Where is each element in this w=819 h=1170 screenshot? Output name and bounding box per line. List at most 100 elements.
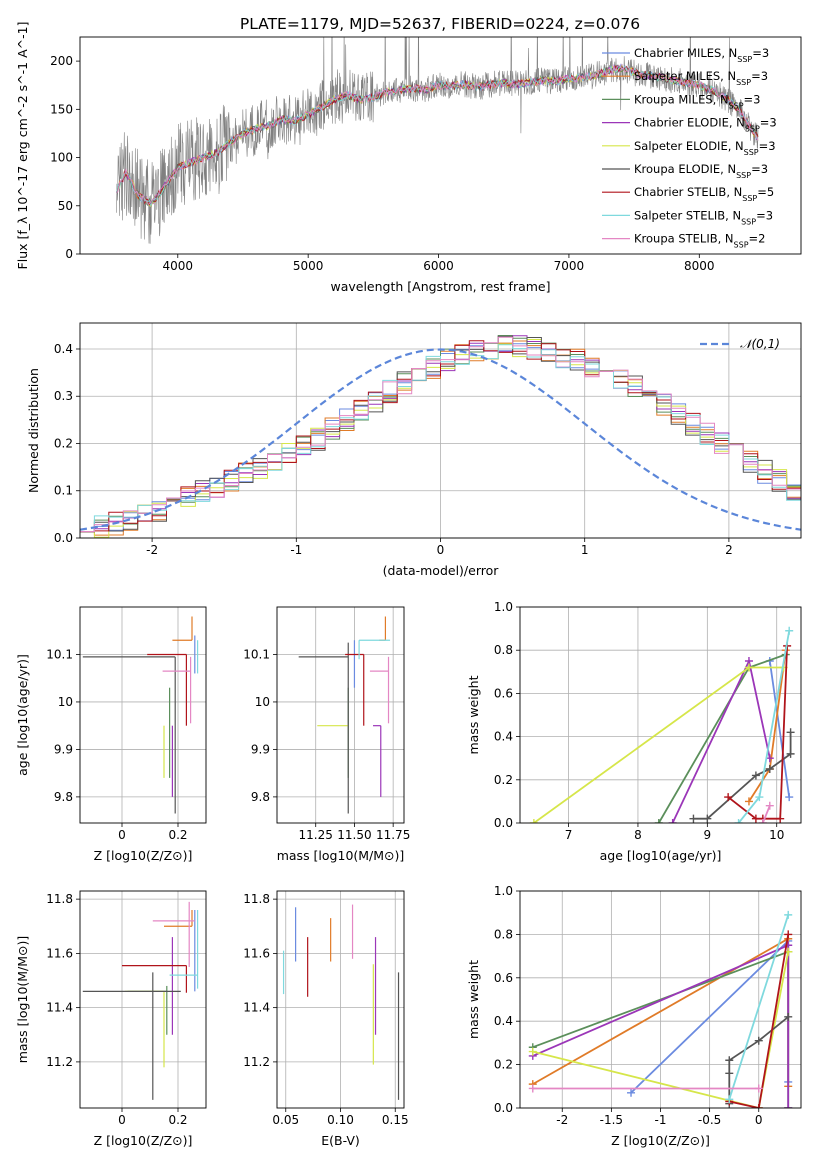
mass-weight-vs-age-ylabel: mass weight — [466, 675, 481, 754]
age-vs-mass-xtick-label: 11.75 — [376, 828, 410, 842]
residuals-panel: -2 -1 0 1 2 0.0 0.1 0.2 0.3 0.4 (data-model)/error… — [26, 322, 802, 578]
age-vs-mass-xlabel: mass [log10(M/M⊙)] — [277, 848, 405, 863]
age-vs-metallicity-ytick-label: 10.1 — [46, 647, 73, 661]
age-vs-mass-xtick-label: 11.25 — [299, 828, 333, 842]
residuals-ytick-label: 0.0 — [54, 531, 73, 545]
mass-weight-vs-age-series-marker-6 — [751, 814, 760, 823]
mass-vs-metallicity-panel: 0 0.2 11.2 11.4 11.6 11.8 Z [log10(Z/Z⊙)] mass … — [15, 890, 207, 1148]
mass-weight-vs-metallicity-series-line-7 — [728, 914, 790, 1100]
mass-vs-metallicity-ytick-label: 11.6 — [46, 946, 73, 960]
mass-weight-vs-age-panel: 7 8 9 10 0.0 0.2 0.4 0.6 0.8 1.0 age [log10(age/yr… — [466, 600, 802, 863]
mass-weight-vs-age-ytick-label: 0.8 — [494, 643, 513, 657]
mass-vs-metallicity-plot-area — [82, 901, 199, 1100]
mass-weight-vs-metallicity-xtick-label: -1 — [655, 1113, 667, 1127]
age-vs-metallicity-xtick-label: 0.2 — [168, 828, 187, 842]
residual-histogram-8 — [80, 336, 801, 532]
mass-weight-vs-age-series-marker-2 — [654, 819, 663, 823]
spectrum-ytick-label: 50 — [58, 199, 73, 213]
mass-vs-metallicity-grid — [80, 891, 206, 1108]
mass-vs-extinction-frame — [276, 890, 405, 1109]
mass-weight-vs-metallicity-series-marker-3 — [784, 1104, 793, 1108]
age-vs-metallicity-grid — [80, 607, 206, 823]
mass-vs-metallicity-xtick-label: 0.2 — [168, 1113, 187, 1127]
mass-vs-extinction-ytick-label: 11.4 — [243, 1001, 270, 1015]
age-vs-metallicity-panel: 0 0.2 9.8 9.9 10 10.1 Z [log10(Z/Z⊙)] age [log1… — [15, 606, 207, 863]
spectrum-ytick-label: 100 — [50, 151, 73, 165]
mass-weight-vs-age-series-marker-6 — [776, 814, 785, 823]
age-vs-metallicity-plot-area — [82, 616, 199, 814]
mass-weight-vs-metallicity-xlabel: Z [log10(Z/Z⊙)] — [611, 1133, 710, 1148]
age-vs-mass-ticks: 11.25 11.50 11.75 9.8 9.9 10 10.1 — [243, 647, 410, 842]
mass-vs-extinction-xlabel: E(B-V) — [321, 1133, 360, 1148]
mass-weight-vs-age-ytick-label: 0.0 — [494, 816, 513, 830]
age-vs-metallicity-ylabel: age [log10(age/yr)] — [15, 654, 30, 776]
mass-weight-vs-metallicity-plot-area — [528, 910, 793, 1108]
spectrum-plot-area — [116, 37, 759, 244]
mass-weight-vs-age-xlabel: age [log10(age/yr)] — [600, 848, 722, 863]
spectrum-ylabel: Flux [f_λ 10^-17 erg cm^-2 s^-1 A^-1] — [15, 22, 30, 270]
mass-weight-vs-age-series-marker-6 — [724, 793, 733, 802]
mass-vs-metallicity-xtick-label: 0 — [118, 1113, 126, 1127]
spectrum-xtick-label: 6000 — [423, 259, 454, 273]
legend-subscript: SSP — [741, 217, 756, 226]
legend-subscript: SSP — [729, 101, 744, 110]
mass-weight-vs-age-plot-area — [529, 626, 795, 823]
residuals-ytick-label: 0.2 — [54, 436, 73, 450]
mass-vs-extinction-ytick-label: 11.8 — [243, 892, 270, 906]
spectrum-panel: 4000 5000 6000 7000 8000 0 50 100 150 200 waveleng… — [15, 22, 802, 294]
mass-weight-vs-age-series-line-0 — [768, 660, 791, 798]
mass-weight-vs-metallicity-ytick-label: 0.2 — [494, 1058, 513, 1072]
mass-vs-extinction-ticks: 0.05 0.10 0.15 11.2 11.4 11.6 11.8 — [243, 892, 408, 1127]
observed-spectrum-line — [116, 37, 759, 244]
residual-histogram-6 — [80, 340, 801, 533]
age-vs-mass-ytick-label: 10.1 — [243, 647, 270, 661]
legend-entry-8: Kroupa STELIB, NSSP=2 — [634, 232, 765, 250]
mass-vs-extinction-ytick-label: 11.2 — [243, 1055, 270, 1069]
mass-weight-vs-metallicity-ticks: -2 -1.5 -1 -0.5 0 0.0 0.2 0.4 0.6 0.8 1.0 — [494, 884, 763, 1127]
mass-vs-metallicity-ylabel: mass [log10(M/M⊙)] — [15, 936, 30, 1064]
mass-weight-vs-metallicity-series-marker-6 — [784, 930, 793, 939]
spectrum-ytick-label: 150 — [50, 102, 73, 116]
mass-weight-vs-metallicity-ylabel: mass weight — [466, 960, 481, 1039]
residuals-ticks: -2 -1 0 1 2 0.0 0.1 0.2 0.3 0.4 — [54, 342, 733, 557]
mass-vs-metallicity-ticks: 0 0.2 11.2 11.4 11.6 11.8 — [46, 892, 187, 1127]
normal-legend-label: 𝒩(0,1) — [740, 337, 780, 351]
mass-weight-vs-metallicity-series-marker-0 — [627, 1088, 636, 1097]
mass-weight-vs-age-series-marker-5 — [703, 814, 712, 823]
mass-weight-vs-age-series-marker-3 — [668, 819, 677, 823]
mass-weight-vs-age-series-marker-4 — [744, 663, 753, 672]
residuals-ytick-label: 0.4 — [54, 342, 73, 356]
age-vs-mass-plot-area — [298, 616, 391, 814]
mass-weight-vs-metallicity-series-marker-7 — [725, 1095, 734, 1104]
mass-vs-extinction-xtick-label: 0.10 — [327, 1113, 354, 1127]
legend-subscript: SSP — [736, 171, 751, 180]
age-vs-mass-ytick-label: 9.8 — [251, 790, 270, 804]
mass-vs-metallicity-frame — [79, 890, 207, 1109]
residuals-xtick-label: 0 — [437, 543, 445, 557]
mass-weight-vs-age-series-marker-8 — [758, 819, 767, 823]
mass-weight-vs-metallicity-ytick-label: 0.6 — [494, 971, 513, 985]
mass-vs-extinction-plot-area — [282, 904, 400, 1100]
mass-weight-vs-metallicity-series-marker-8 — [754, 1084, 763, 1093]
age-vs-metallicity-ticks: 0 0.2 9.8 9.9 10 10.1 — [46, 647, 187, 842]
spectrum-ticks: 4000 5000 6000 7000 8000 0 50 100 150 200 — [50, 54, 714, 273]
residuals-xtick-label: -1 — [290, 543, 302, 557]
age-vs-mass-panel: 11.25 11.50 11.75 9.8 9.9 10 10.1 mass [log10(M… — [243, 606, 410, 863]
residuals-xtick-label: -2 — [146, 543, 158, 557]
mass-weight-vs-metallicity-series-marker-6 — [754, 1104, 763, 1108]
mass-weight-vs-age-xtick-label: 10 — [769, 828, 784, 842]
spectrum-ytick-label: 200 — [50, 54, 73, 68]
legend-entry-5: Kroupa ELODIE, NSSP=3 — [634, 162, 768, 180]
mass-weight-vs-age-series-marker-4 — [529, 819, 538, 823]
residuals-xlabel: (data-model)/error — [383, 563, 500, 578]
legend-entry-4: Salpeter ELODIE, NSSP=3 — [634, 139, 776, 157]
model-spectrum-line-7 — [116, 65, 759, 207]
mass-weight-vs-metallicity-ytick-label: 0.4 — [494, 1014, 513, 1028]
residuals-grid — [80, 323, 801, 539]
spectrum-xlabel: wavelength [Angstrom, rest frame] — [330, 279, 550, 294]
legend-subscript: SSP — [745, 124, 760, 133]
mass-weight-vs-metallicity-series-line-6 — [729, 934, 790, 1108]
mass-weight-vs-metallicity-frame — [519, 890, 802, 1109]
mass-weight-vs-age-ytick-label: 0.2 — [494, 773, 513, 787]
